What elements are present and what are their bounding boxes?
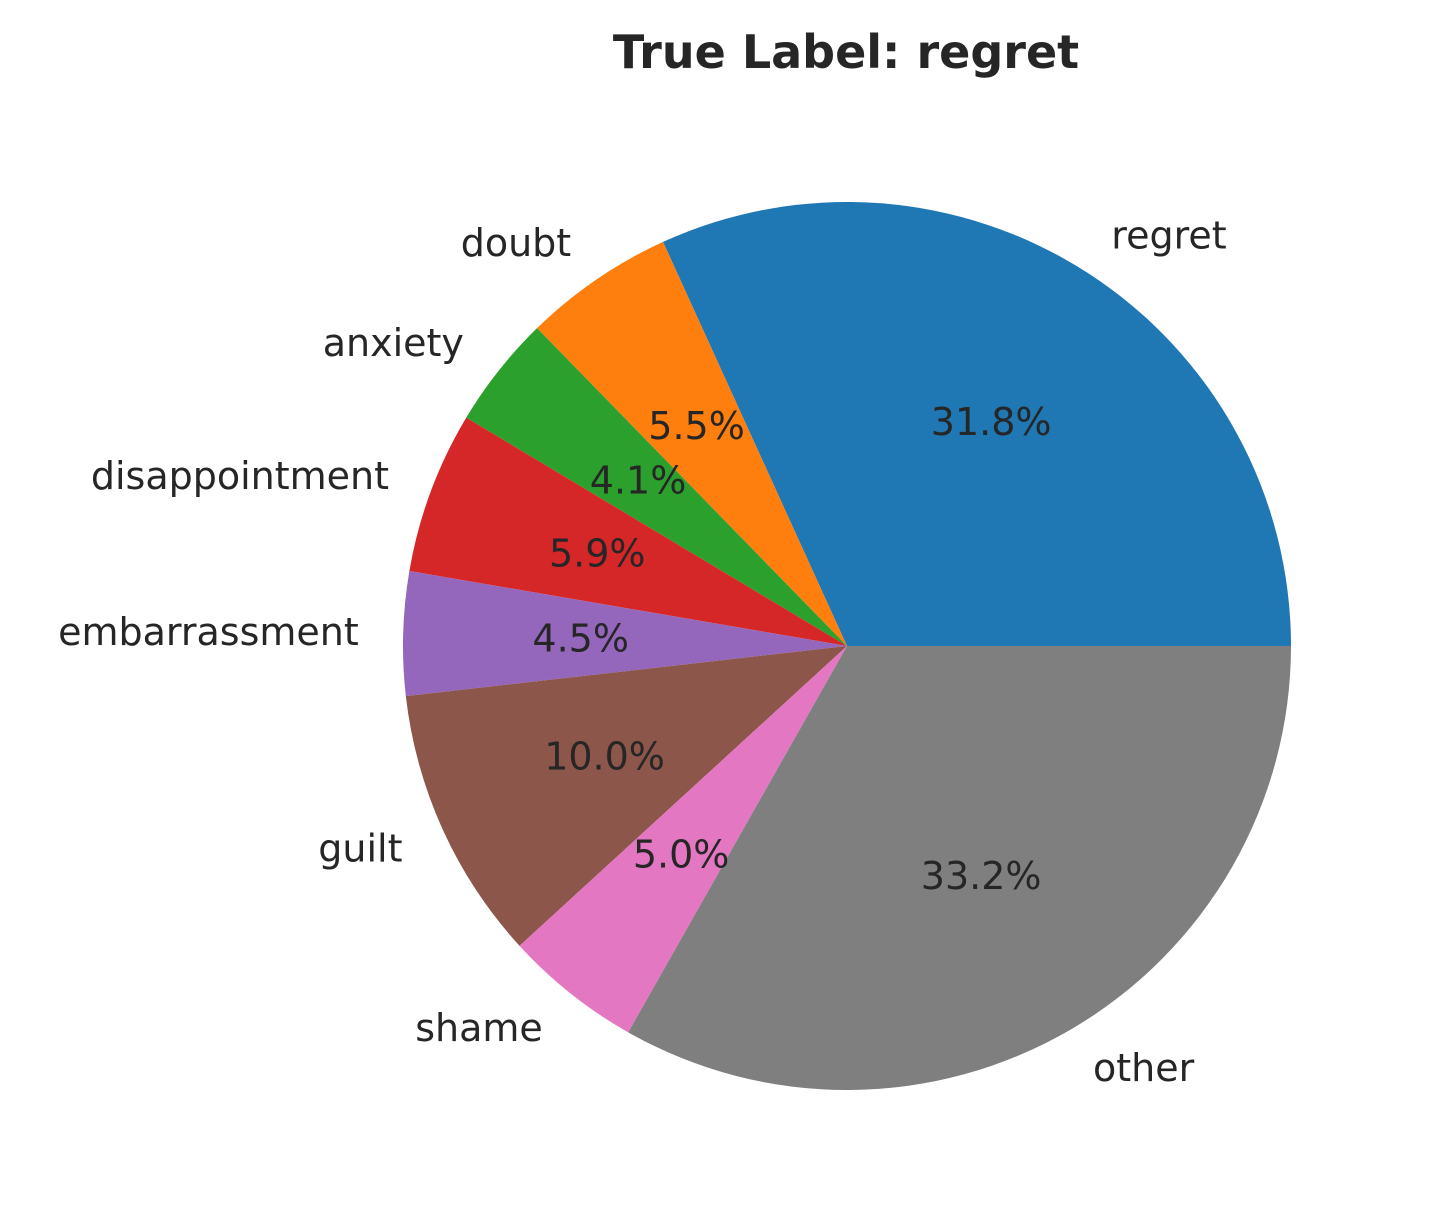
slice-label-doubt: doubt bbox=[461, 221, 571, 265]
pie-slice-guilt bbox=[405, 646, 847, 946]
pie-slice-other bbox=[628, 646, 1291, 1090]
pie-slice-shame bbox=[519, 646, 847, 1033]
slice-label-anxiety: anxiety bbox=[323, 321, 464, 365]
slice-percent-disappointment: 5.9% bbox=[549, 531, 646, 575]
slice-label-disappointment: disappointment bbox=[91, 454, 389, 498]
slice-percent-embarrassment: 4.5% bbox=[532, 616, 629, 660]
slice-percent-guilt: 10.0% bbox=[544, 734, 665, 778]
slice-label-embarrassment: embarrassment bbox=[58, 610, 359, 654]
slice-percent-anxiety: 4.1% bbox=[590, 459, 687, 503]
pie-slice-anxiety bbox=[466, 328, 847, 646]
chart-title: True Label: regret bbox=[613, 25, 1079, 79]
pie-slice-regret bbox=[663, 202, 1291, 646]
slice-percent-regret: 31.8% bbox=[931, 400, 1052, 444]
slice-label-guilt: guilt bbox=[318, 826, 402, 870]
pie-slice-embarrassment bbox=[402, 571, 847, 697]
slice-percent-doubt: 5.5% bbox=[648, 404, 745, 448]
slice-label-shame: shame bbox=[415, 1006, 543, 1050]
pie-labels: regret doubt anxiety disappointment embarras… bbox=[58, 213, 1227, 1090]
slice-label-regret: regret bbox=[1111, 213, 1226, 257]
pie-percent-labels: 31.8% 5.5% 4.1% 5.9% 4.5% 10.0% 5.0% 33.2% bbox=[532, 400, 1051, 898]
slice-percent-other: 33.2% bbox=[921, 854, 1042, 898]
slice-percent-shame: 5.0% bbox=[633, 832, 730, 876]
slice-label-other: other bbox=[1093, 1046, 1195, 1090]
pie-slice-doubt bbox=[537, 241, 847, 646]
pie-slices bbox=[402, 202, 1291, 1090]
pie-slice-disappointment bbox=[409, 417, 847, 646]
